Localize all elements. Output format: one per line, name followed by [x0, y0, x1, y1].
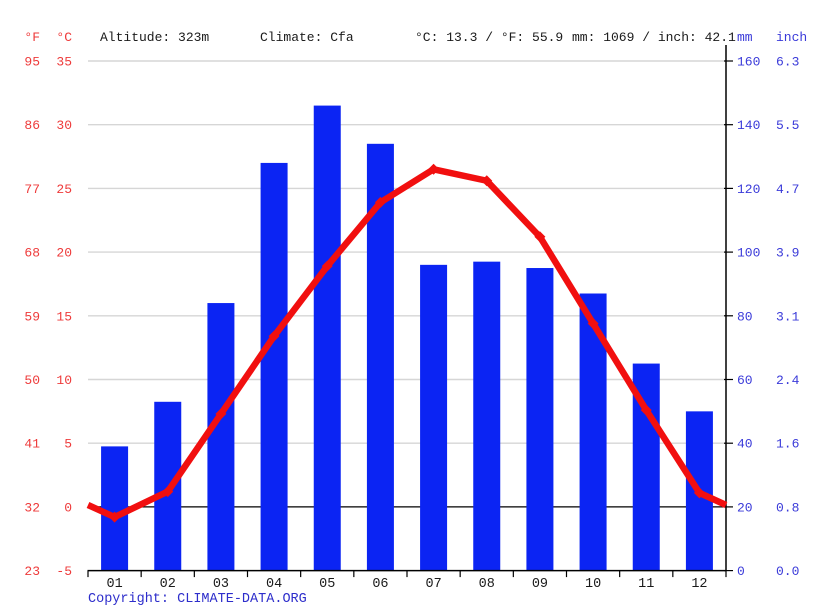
- temperature-point-02: [162, 486, 174, 498]
- temp-c-tick-label: -5: [56, 564, 72, 579]
- temperature-point-11: [640, 404, 652, 416]
- temp-f-tick-label: 59: [24, 309, 40, 324]
- temp-f-tick-label: 32: [24, 500, 40, 515]
- precip-bar-09: [526, 268, 554, 571]
- temp-f-tick-label: 86: [24, 118, 40, 133]
- temp-c-tick-label: 5: [64, 437, 72, 452]
- precip-inch-tick-label: 5.5: [776, 118, 799, 133]
- month-label: 07: [425, 577, 441, 592]
- month-label: 10: [585, 577, 601, 592]
- precip-mm-tick-label: 80: [737, 309, 753, 324]
- month-label: 04: [266, 577, 282, 592]
- precip-bar-03: [207, 303, 235, 571]
- temp-c-tick-label: 10: [56, 373, 72, 388]
- temperature-point-08: [481, 175, 493, 187]
- temp-c-tick-label: 15: [56, 309, 72, 324]
- temperature-point-09: [534, 231, 546, 243]
- month-label: 05: [319, 577, 335, 592]
- temperature-point-03: [215, 408, 227, 420]
- precip-inch-tick-label: 0.8: [776, 500, 799, 515]
- precip-inch-tick-label: 0.0: [776, 564, 799, 579]
- temp-f-tick-label: 77: [24, 182, 40, 197]
- altitude-label: Altitude: 323m: [100, 30, 210, 45]
- temp-f-tick-label: 41: [24, 437, 40, 452]
- copyright-line: Copyright: CLIMATE-DATA.ORG: [88, 592, 307, 608]
- precip-inch-tick-label: 4.7: [776, 182, 799, 197]
- temperature-point-04: [268, 330, 280, 342]
- month-label: 02: [160, 577, 176, 592]
- temperature-point-01: [109, 511, 121, 523]
- precip-bar-07: [420, 264, 448, 571]
- precip-mm-tick-label: 100: [737, 246, 760, 261]
- precip-mm-tick-label: 120: [737, 182, 760, 197]
- month-label: 08: [479, 577, 495, 592]
- month-label: 03: [213, 577, 229, 592]
- month-label: 12: [691, 577, 707, 592]
- precip-inch-tick-label: 3.1: [776, 309, 800, 324]
- month-label: 11: [638, 577, 654, 592]
- temperature-point-10: [587, 317, 599, 329]
- precip-mm-tick-label: 40: [737, 437, 753, 452]
- temperature-point-07: [428, 163, 440, 175]
- precip-bar-04: [260, 162, 288, 571]
- climate-classification-label: Climate: Cfa: [260, 30, 354, 45]
- precip-bar-01: [101, 446, 129, 571]
- climate-data-org-link[interactable]: CLIMATE-DATA.ORG: [177, 592, 307, 607]
- temp-f-tick-label: 50: [24, 373, 40, 388]
- celsius-axis-title: °C: [56, 30, 72, 45]
- precip-mm-tick-label: 140: [737, 118, 760, 133]
- month-label: 01: [106, 577, 122, 592]
- temp-c-tick-label: 0: [64, 500, 72, 515]
- precip-bar-05: [313, 105, 341, 571]
- mm-axis-title: mm: [737, 30, 753, 45]
- temperature-point-05: [321, 260, 333, 272]
- temp-c-tick-label: 25: [56, 182, 72, 197]
- temp-f-tick-label: 68: [24, 246, 40, 261]
- month-label: 06: [372, 577, 388, 592]
- precip-inch-tick-label: 6.3: [776, 55, 799, 70]
- inch-axis-title: inch: [776, 30, 808, 45]
- precip-bar-08: [473, 261, 501, 571]
- copyright-label: Copyright:: [88, 592, 178, 607]
- precip-mm-tick-label: 160: [737, 55, 760, 70]
- temp-f-tick-label: 23: [24, 564, 40, 579]
- mean-temperature-label: °C: 13.3 / °F: 55.9: [415, 30, 564, 45]
- annual-precipitation-label: mm: 1069 / inch: 42.1: [572, 30, 736, 45]
- temp-c-tick-label: 35: [56, 55, 72, 70]
- precip-mm-tick-label: 60: [737, 373, 753, 388]
- precip-mm-tick-label: 0: [737, 564, 745, 579]
- temperature-point-06: [374, 196, 386, 208]
- precip-inch-tick-label: 2.4: [776, 373, 800, 388]
- month-label: 09: [532, 577, 548, 592]
- fahrenheit-axis-title: °F: [24, 30, 40, 45]
- temp-f-tick-label: 95: [24, 55, 40, 70]
- precip-mm-tick-label: 20: [737, 500, 753, 515]
- temp-c-tick-label: 20: [56, 246, 72, 261]
- precip-inch-tick-label: 3.9: [776, 246, 799, 261]
- temperature-point-12: [693, 487, 705, 499]
- temperature-line: [86, 166, 728, 521]
- temp-c-tick-label: 30: [56, 118, 72, 133]
- precip-inch-tick-label: 1.6: [776, 437, 799, 452]
